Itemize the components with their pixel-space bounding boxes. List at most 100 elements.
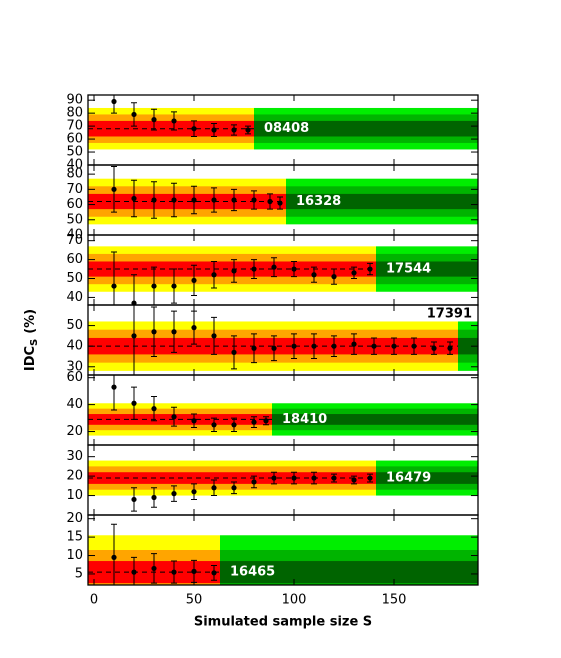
point [351, 270, 357, 276]
point [271, 264, 277, 270]
point [311, 272, 317, 278]
panel-label: 16328 [296, 194, 341, 209]
x-tick-label: 0 [90, 593, 98, 608]
x-tick-label: 50 [186, 593, 203, 608]
point [231, 422, 237, 428]
point [211, 570, 217, 576]
y-tick-label: 15 [66, 530, 83, 545]
x-tick-label: 150 [382, 593, 407, 608]
point [131, 400, 137, 406]
point [111, 384, 117, 390]
band-right [376, 472, 478, 484]
point [211, 422, 217, 428]
point [371, 343, 377, 349]
point [171, 569, 177, 575]
point [191, 325, 197, 331]
point [277, 200, 283, 206]
point [191, 126, 197, 132]
point [131, 496, 137, 503]
y-tick-label: 30 [66, 359, 83, 374]
panel [88, 246, 478, 305]
point [351, 477, 357, 483]
point [251, 197, 257, 203]
band-right [220, 561, 478, 584]
point [131, 333, 137, 339]
point [171, 414, 177, 420]
y-tick-label: 50 [66, 318, 83, 333]
point [431, 345, 437, 351]
point [291, 475, 297, 481]
point [171, 491, 177, 497]
panel-frame [87, 514, 479, 586]
y-label-sub: S [29, 339, 40, 346]
y-tick-label: 40 [66, 228, 83, 243]
point [191, 568, 197, 574]
point [391, 343, 397, 349]
y-tick-label: 20 [66, 424, 83, 439]
y-tick-label: 60 [66, 132, 83, 147]
panel [88, 523, 478, 585]
x-axis-label: Simulated sample size S [194, 615, 372, 630]
panel-label: 18410 [282, 412, 327, 427]
point [351, 341, 357, 347]
x-tick-label: 100 [282, 593, 307, 608]
point [245, 127, 251, 133]
point [251, 419, 257, 425]
point [331, 475, 337, 481]
y-tick-label: 70 [66, 182, 83, 197]
y-tick-label: 80 [66, 167, 83, 182]
point [191, 489, 197, 495]
y-axis-label: IDCS (%) [23, 309, 41, 371]
point [231, 127, 237, 133]
panel [88, 375, 478, 436]
panel-label: 16479 [386, 471, 431, 486]
y-tick-label: 30 [66, 449, 83, 464]
point [271, 345, 277, 351]
point [131, 569, 137, 575]
point [171, 118, 177, 124]
y-tick-label: 40 [66, 158, 83, 173]
y-tick-label: 50 [66, 145, 83, 160]
y-tick-label: 40 [66, 397, 83, 412]
point [311, 343, 317, 349]
panel [88, 460, 478, 512]
y-tick-label: 10 [66, 488, 83, 503]
point [291, 343, 297, 349]
point [151, 329, 157, 335]
point [231, 268, 237, 274]
point [191, 418, 197, 424]
y-label-main: IDC [23, 346, 38, 371]
point [367, 266, 373, 272]
point [211, 485, 217, 491]
y-tick-label: 20 [66, 511, 83, 526]
point [171, 329, 177, 335]
y-tick-label: 70 [66, 233, 83, 248]
band-right [458, 337, 478, 355]
point [131, 111, 137, 118]
point [211, 272, 217, 278]
point [331, 343, 337, 349]
point [191, 197, 197, 203]
y-tick-label: 60 [66, 370, 83, 385]
point [291, 266, 297, 272]
point [211, 127, 217, 133]
panel [88, 305, 478, 375]
point [251, 479, 257, 485]
y-tick-label: 60 [66, 197, 83, 212]
panel [88, 95, 478, 150]
band-right [286, 193, 478, 210]
band-right [272, 414, 478, 425]
point [151, 197, 157, 203]
y-tick-label: 20 [66, 469, 83, 484]
point [131, 195, 137, 202]
point [171, 283, 177, 289]
y-tick-label: 40 [66, 339, 83, 354]
point [151, 283, 157, 289]
point [131, 300, 137, 305]
point [251, 266, 257, 272]
point [151, 494, 157, 501]
point [411, 343, 417, 349]
point [111, 283, 117, 289]
y-tick-label: 50 [66, 212, 83, 227]
